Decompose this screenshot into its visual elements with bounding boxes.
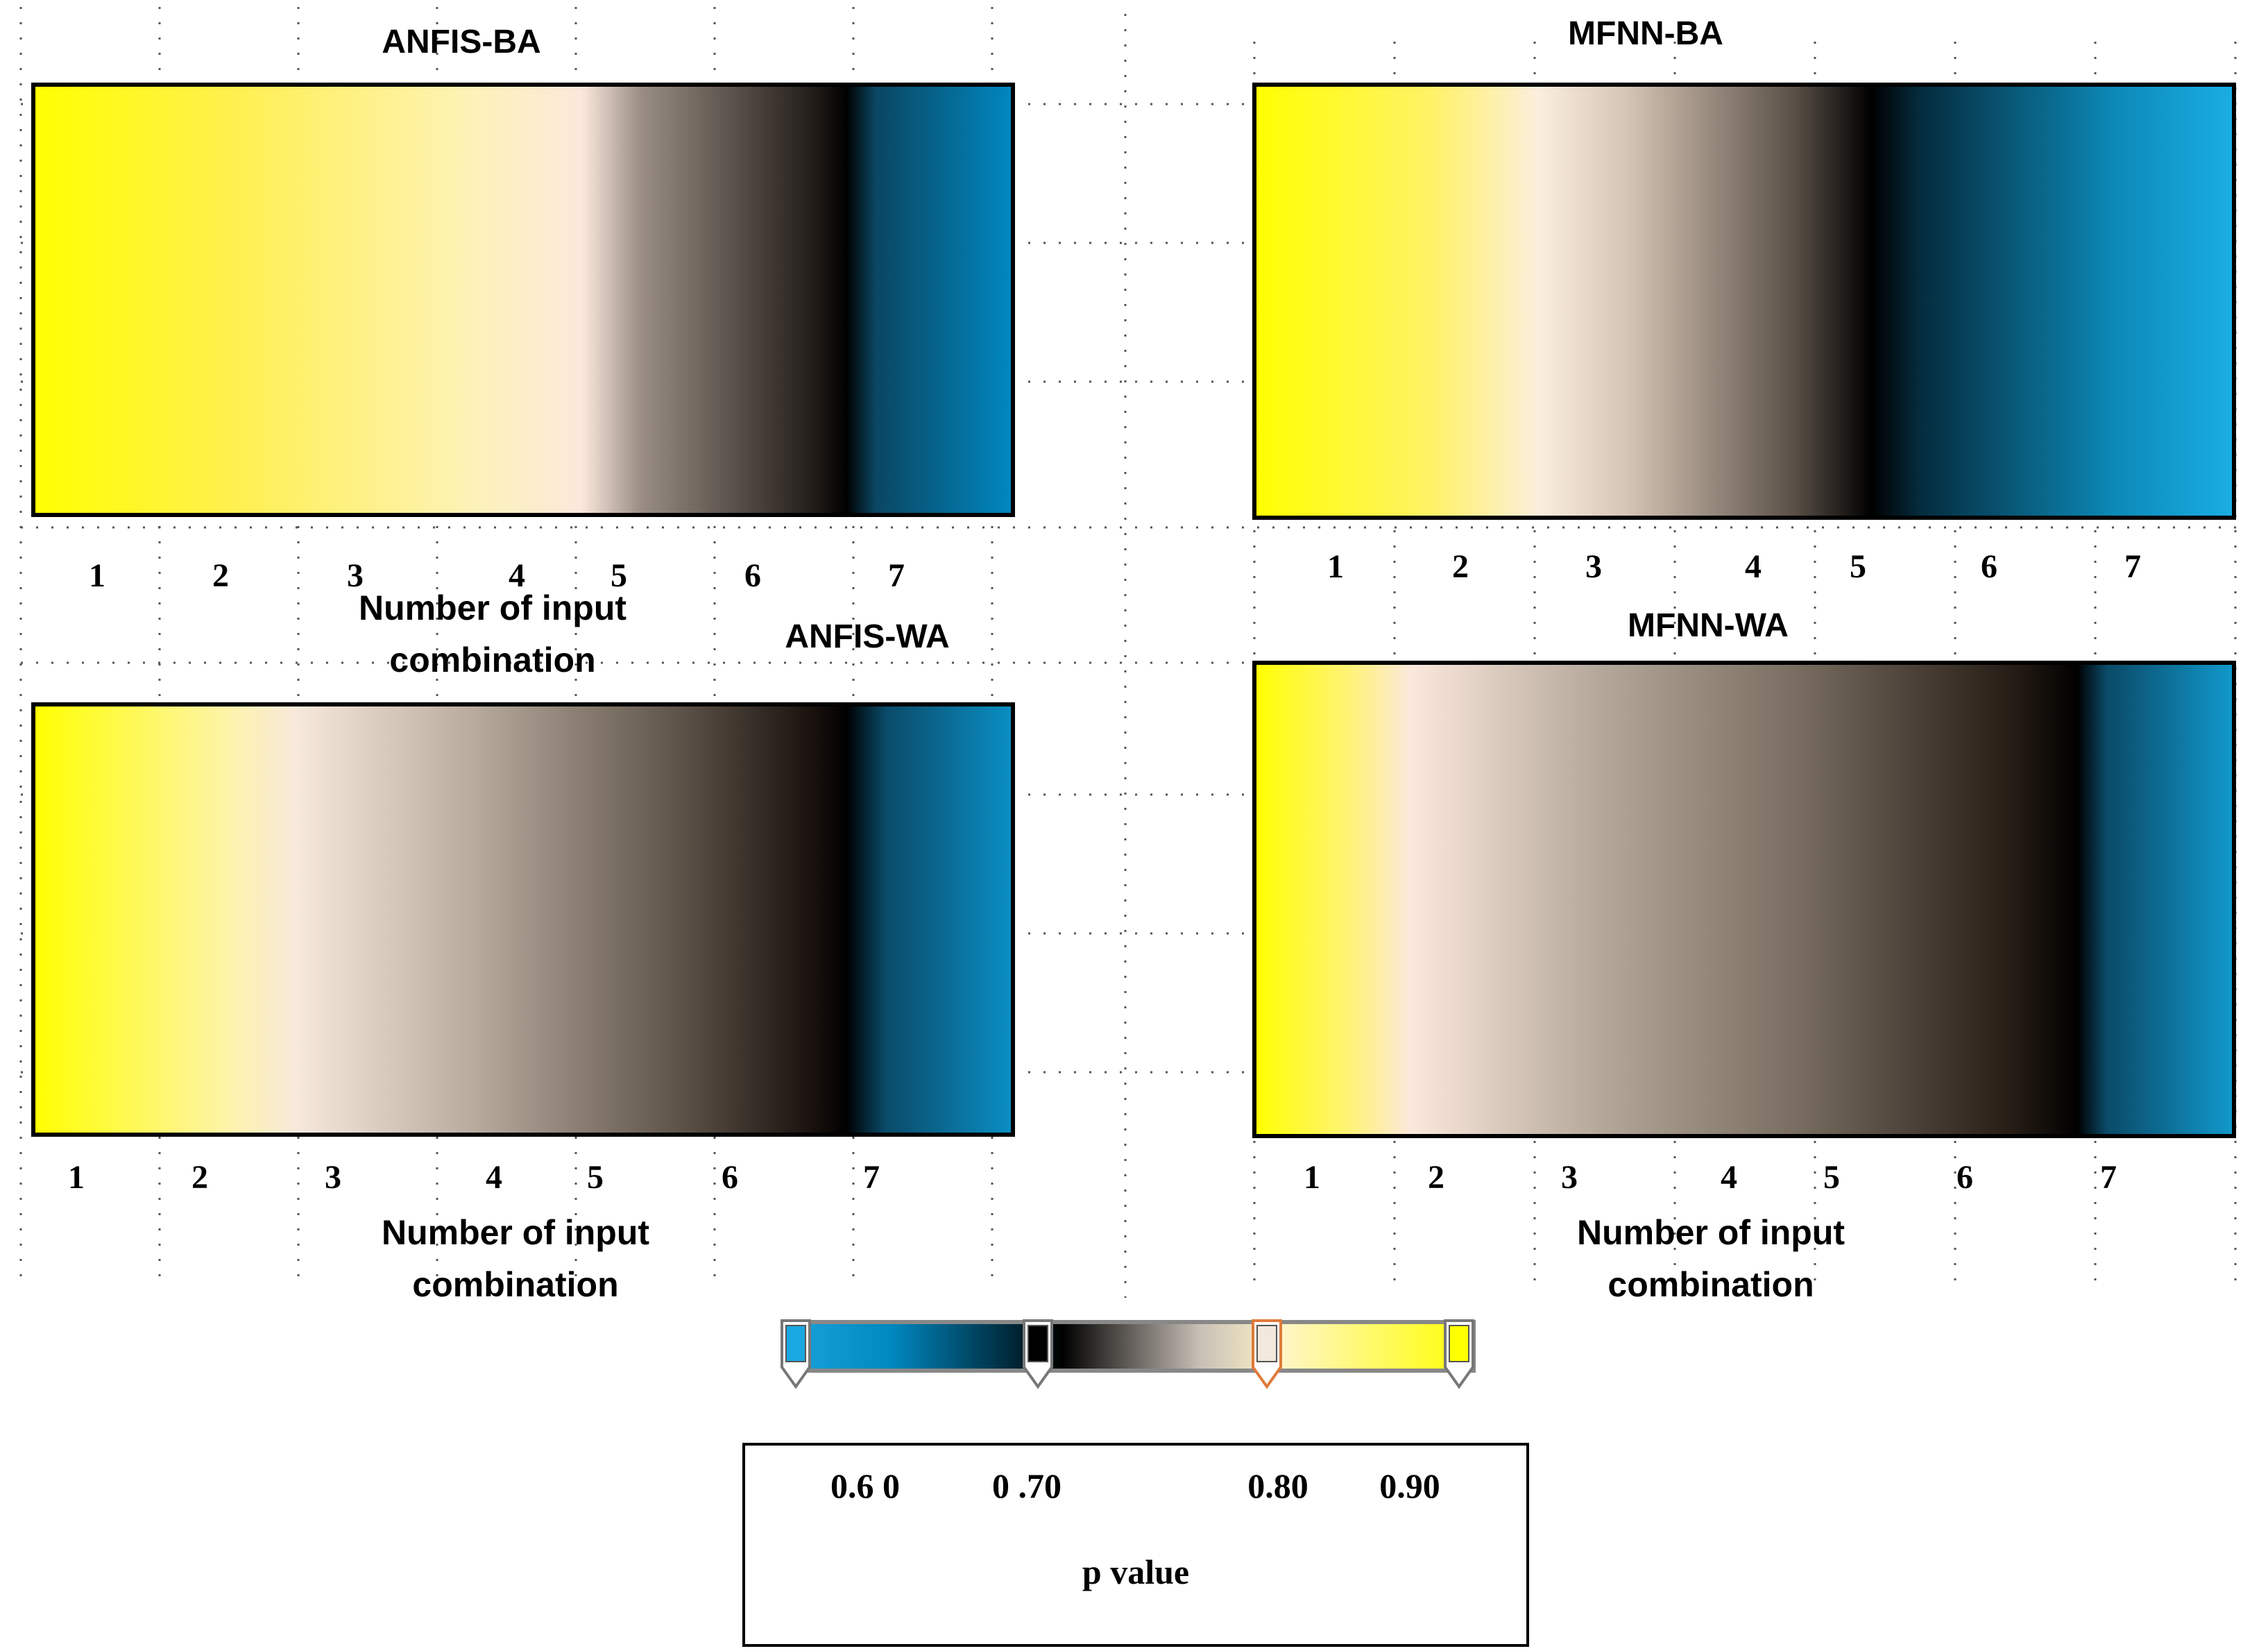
legend-box: 0.6 0 0 .70 0.80 0.90 p value [742,1443,1529,1647]
x-axis-label-line-2: combination [389,641,595,679]
x-tick-label: 3 [325,1159,341,1196]
panel-title: ANFIS-BA [382,24,540,60]
x-tick-label: 3 [347,557,364,594]
x-tick-label: 5 [1823,1159,1840,1196]
heatmap-mfnn-ba [1252,83,2236,520]
colorbar-handle-swatch [785,1325,806,1362]
x-axis-label-line-1: Number of input [359,589,626,627]
panel-anfis-wa: ANFIS-WA 1 2 3 4 5 6 7 Number of input combina… [31,618,1015,1304]
panel-title: MFNN-WA [1628,607,1789,644]
x-tick-label: 4 [509,557,525,594]
x-tick-label: 6 [1981,548,1997,585]
colorbar-handle-swatch [1028,1325,1048,1362]
panel-title: ANFIS-WA [785,618,949,655]
background-dotted-grid [19,7,2248,1298]
panel-mfnn-ba: MFNN-BA 1 2 3 4 5 6 7 [1252,15,2236,585]
x-tick-label: 6 [1956,1159,1973,1196]
x-axis-label-line-1: Number of input [1577,1213,1845,1252]
x-tick-label: 7 [2124,548,2141,585]
x-tick-label: 3 [1585,548,1602,585]
colorbar-handle-swatch [1256,1325,1277,1362]
panel-anfis-ba: ANFIS-BA 1 2 3 4 5 6 7 Number of input combina… [31,24,1015,679]
colorbar-gradient [786,1320,1476,1373]
heatmap-mfnn-wa [1252,661,2236,1138]
heatmap-anfis-wa [31,702,1015,1137]
x-tick-label: 5 [587,1159,604,1196]
x-tick-label: 6 [722,1159,738,1196]
x-tick-label: 2 [191,1159,208,1196]
x-tick-label: 4 [1745,548,1762,585]
x-tick-label: 1 [1327,548,1344,585]
x-tick-label: 3 [1561,1159,1578,1196]
tick-labels: 1 2 3 4 5 6 7 [89,557,905,594]
x-tick-label: 2 [1452,548,1469,585]
x-tick-label: 1 [1304,1159,1320,1196]
x-tick-label: 7 [888,557,905,594]
legend-tick-2: 0.80 [1247,1466,1308,1505]
colorbar-handle-swatch [1449,1325,1469,1362]
legend-tick-3: 0.90 [1379,1466,1440,1505]
heatmap-anfis-ba [31,83,1015,517]
legend-frame [742,1443,1529,1647]
colorbar-handles [781,1319,1474,1389]
x-axis-label-line-2: combination [1608,1265,1814,1304]
legend-label: p value [1082,1552,1189,1591]
panel-title: MFNN-BA [1568,15,1723,52]
x-tick-label: 7 [2100,1159,2117,1196]
x-tick-label: 5 [1850,548,1866,585]
x-tick-label: 7 [863,1159,880,1196]
x-tick-label: 1 [68,1159,85,1196]
x-tick-label: 4 [486,1159,502,1196]
x-tick-label: 2 [1428,1159,1444,1196]
x-tick-label: 1 [89,557,105,594]
legend-tick-0: 0.6 0 [830,1466,900,1505]
x-tick-label: 6 [744,557,761,594]
colorbar [781,1319,1476,1389]
x-tick-label: 4 [1721,1159,1737,1196]
tick-labels: 1 2 3 4 5 6 7 [1327,548,2141,585]
x-tick-label: 5 [611,557,627,594]
legend-tick-1: 0 .70 [992,1466,1061,1505]
panel-mfnn-wa: MFNN-WA 1 2 3 4 5 6 7 Number of input combinat… [1252,607,2236,1304]
x-axis-label-line-2: combination [412,1265,618,1304]
x-axis-label-line-1: Number of input [382,1213,649,1252]
x-tick-label: 2 [212,557,229,594]
tick-labels: 1 2 3 4 5 6 7 [1304,1159,2117,1196]
tick-labels: 1 2 3 4 5 6 7 [68,1159,880,1196]
